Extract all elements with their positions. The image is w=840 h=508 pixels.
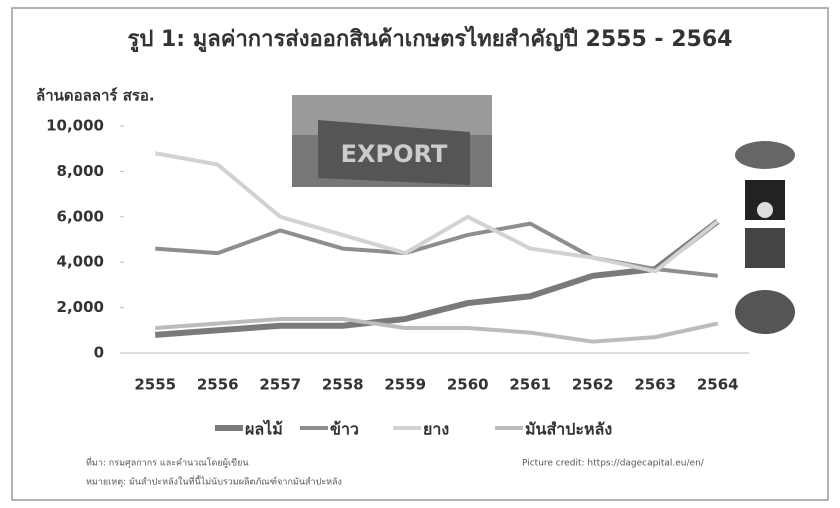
- legend-label: ข้าว: [330, 420, 359, 439]
- credit: Picture credit: https://dagecapital.eu/e…: [522, 459, 705, 469]
- x-tick-label: 2556: [197, 376, 239, 394]
- series-line: [154, 151, 719, 274]
- y-tick-label: 10,000: [46, 117, 104, 135]
- container: [318, 120, 470, 185]
- x-tick-label: 2558: [322, 376, 364, 394]
- icon: [745, 228, 785, 268]
- legend-label: มันสำปะหลัง: [525, 420, 612, 439]
- legend-label: ยาง: [423, 420, 449, 439]
- x-tick-label: 2555: [134, 376, 176, 394]
- icons: [735, 141, 795, 334]
- y-axis-label: ล้านดอลลาร์ สรอ.: [36, 87, 155, 105]
- series-line: [155, 316, 719, 344]
- note: หมายเหตุ: มันสำปะหลังในที่นี้ไม่นับรวมผล…: [86, 475, 342, 488]
- icon: [757, 202, 773, 218]
- y-tick-label: 6,000: [57, 207, 104, 225]
- frame: [11, 7, 829, 501]
- y-tick-label: 0: [94, 344, 104, 362]
- source: ที่มา: กรมศุลกากร และคำนวณโดยผู้เขียน: [86, 456, 249, 469]
- x-tick-label: 2562: [572, 376, 614, 394]
- y-tick-label: 4,000: [57, 253, 104, 271]
- x-tick-label: 2564: [697, 376, 739, 394]
- icon: [735, 290, 795, 334]
- x-tick-label: 2557: [259, 376, 301, 394]
- chart-title: รูป 1: มูลค่าการส่งออกสินค้าเกษตรไทยสำคั…: [128, 25, 733, 53]
- x-tick-label: 2563: [634, 376, 676, 394]
- x-tick-label: 2559: [384, 376, 426, 394]
- series-line: [155, 218, 720, 338]
- y-tick-label: 8,000: [57, 162, 104, 180]
- y-tick-label: 2,000: [57, 298, 104, 316]
- x-tick-label: 2561: [509, 376, 551, 394]
- legend-label: ผลไม้: [245, 420, 283, 439]
- x-tick-label: 2560: [447, 376, 489, 394]
- image-label: EXPORT: [341, 140, 448, 168]
- icon: [735, 141, 795, 169]
- export-image: EXPORT: [292, 95, 492, 187]
